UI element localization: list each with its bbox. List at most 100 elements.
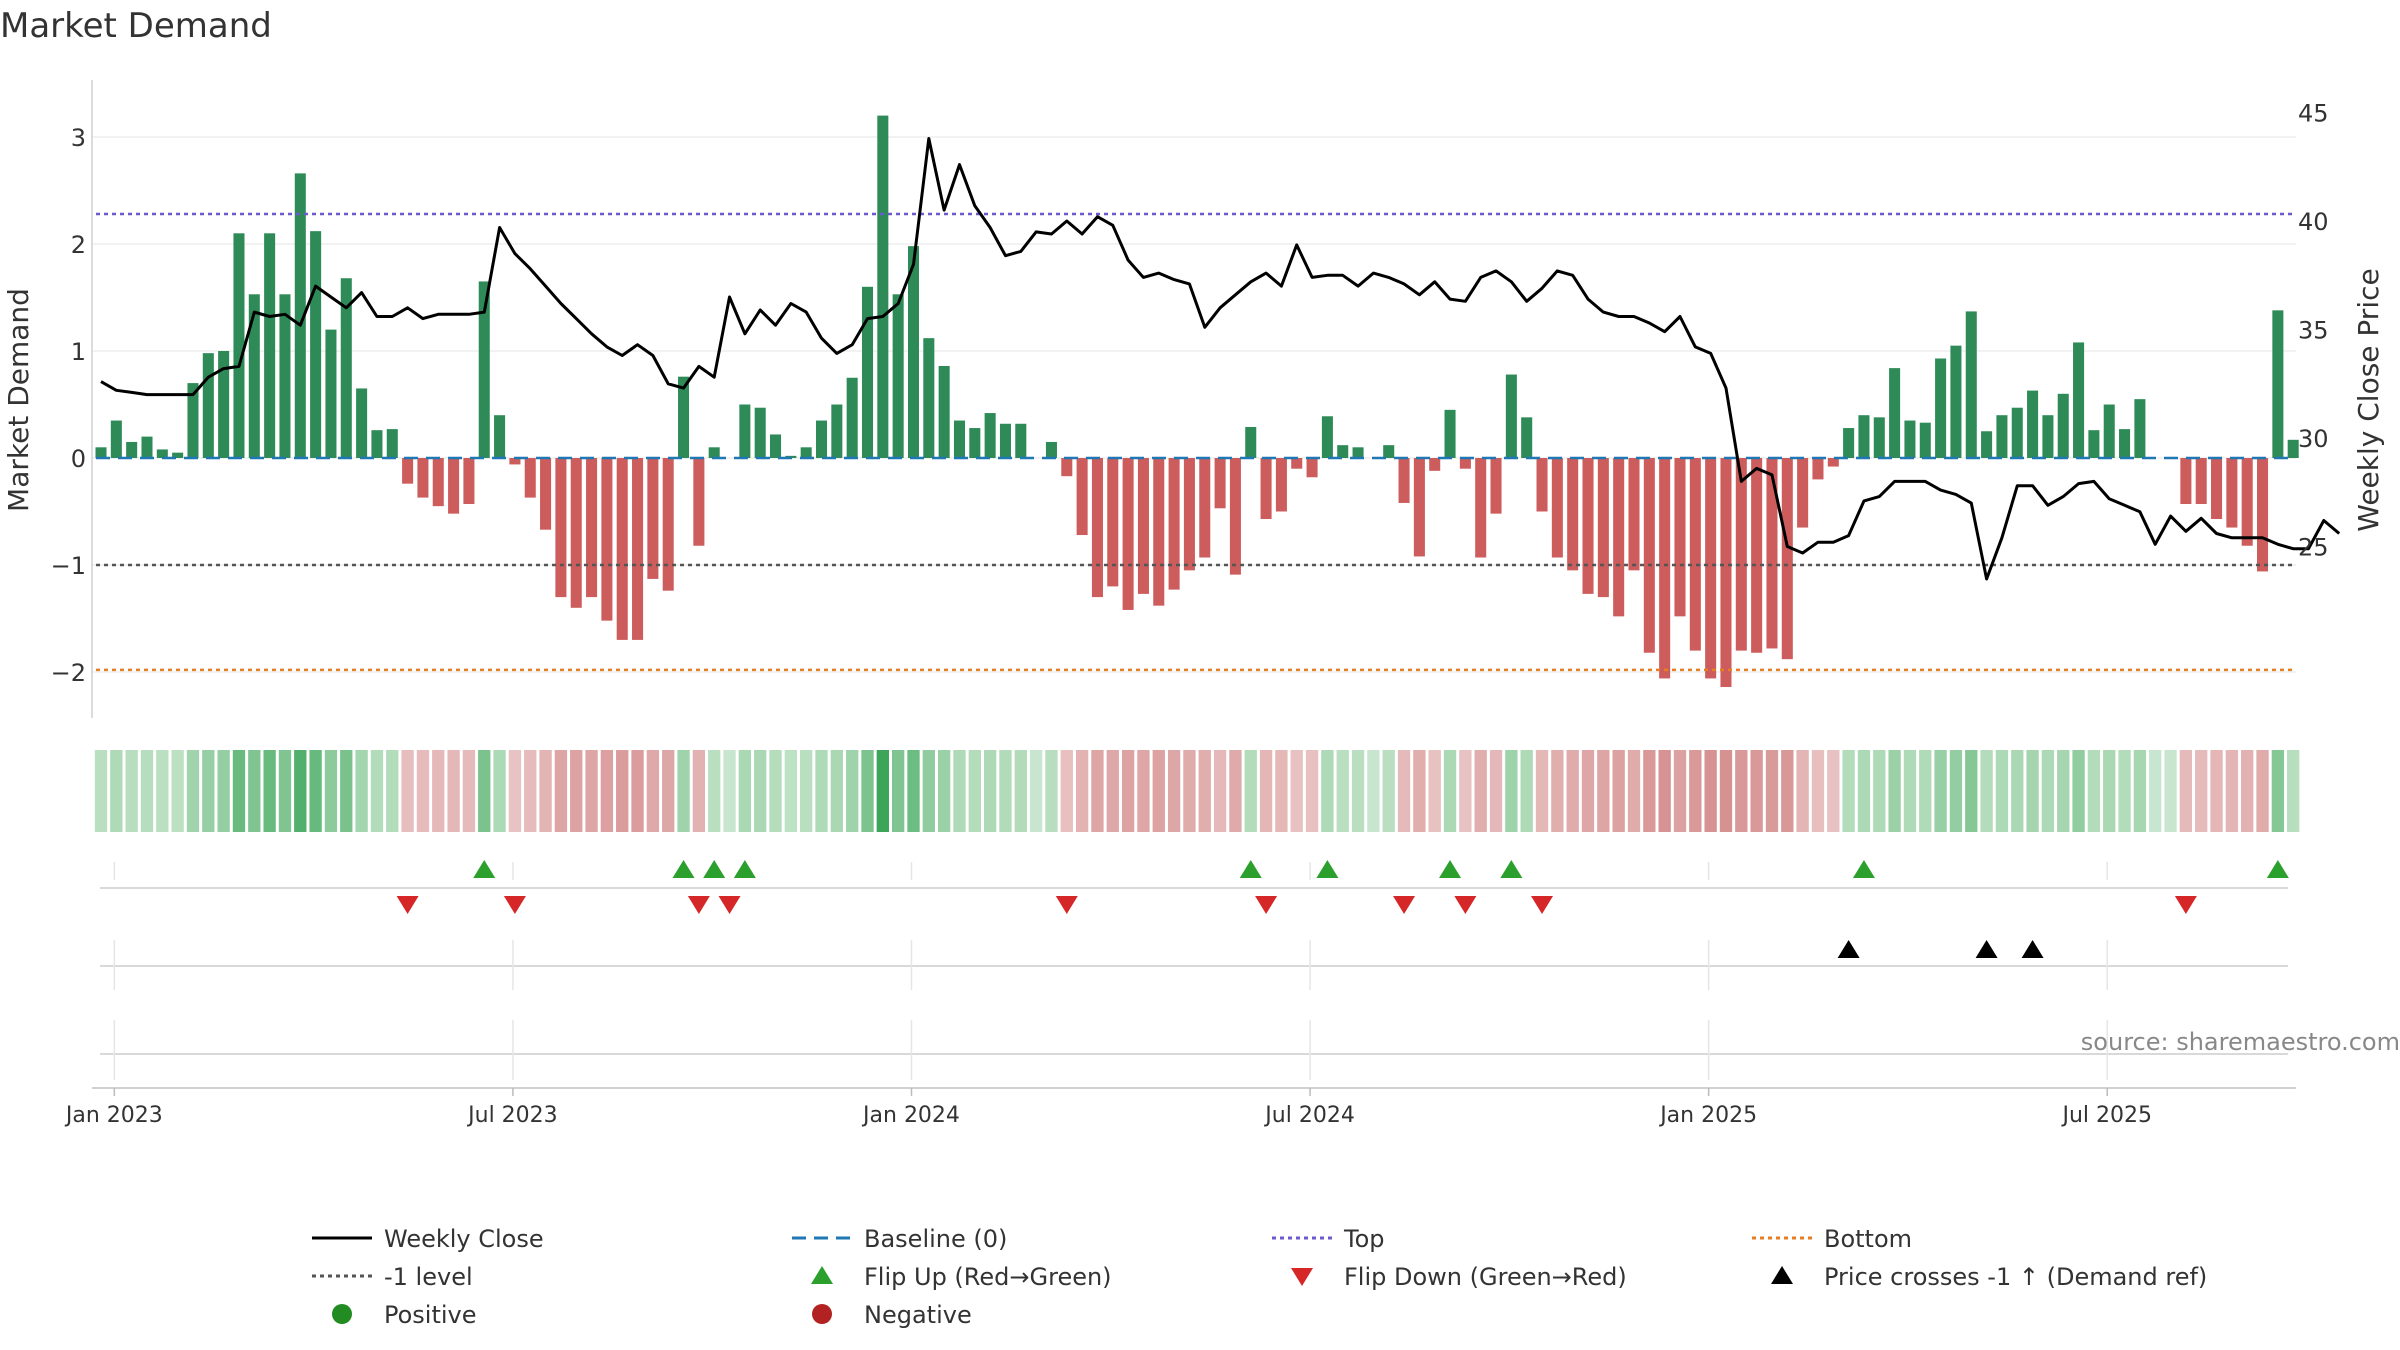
positive-bar [1858,415,1870,458]
heat-cell [1750,750,1763,832]
heat-cell [1551,750,1564,832]
heat-cell [1091,750,1104,832]
heat-cell [2011,750,2024,832]
flip-down-marker [1454,896,1477,914]
left-y-ticks: 3 2 1 0 −1 −2 [51,124,86,687]
negative-bar [1398,458,1410,503]
negative-bar [1797,458,1809,528]
positive-bar [126,441,138,458]
heat-cell [968,750,981,832]
heat-cell [1367,750,1380,832]
negative-bar [1659,458,1671,679]
legend-item: Bottom [1752,1225,1912,1253]
negative-bar [1168,458,1180,590]
heat-cell [524,750,537,832]
negative-bar [463,458,475,505]
positive-bar [187,383,199,458]
main-panel: 3 2 1 0 −1 −2 45 40 35 30 25 Market Demand Weekly… [2,80,2385,718]
heat-cell [1121,750,1135,832]
flip-down-marker [1055,896,1078,914]
negative-bar [2226,458,2238,528]
heat-cell [401,750,414,832]
positive-bar [2287,439,2299,458]
heat-cell [2241,750,2254,832]
legend-label: Negative [864,1301,972,1329]
heat-cell [1060,750,1073,832]
positive-bar [907,246,920,458]
heat-cell [2179,750,2193,832]
x-tick-label: Jan 2023 [64,1103,163,1128]
heat-cell [340,750,353,832]
legend-label: -1 level [384,1263,473,1291]
demand-heat-strip [94,750,2300,832]
heat-cell [2087,750,2101,832]
heat-cell [94,750,108,832]
heat-cell [937,750,951,832]
negative-bar [555,458,567,598]
flip-down-marker [2174,896,2197,914]
heat-cell [1505,750,1518,832]
heat-cell [508,750,522,832]
heat-cell [815,750,828,832]
price-cross-marker [1837,940,1860,958]
negative-bar [1183,458,1195,571]
positive-bar [2027,390,2039,458]
legend-label: Flip Up (Red→Green) [864,1263,1112,1291]
legend-dot [812,1304,832,1324]
positive-bar [678,376,690,458]
negative-bar [1567,458,1579,571]
negative-bar [1260,458,1272,519]
negative-bar [632,458,644,640]
legend-item: Flip Down (Green→Red) [1291,1263,1627,1291]
heat-cell [1183,750,1196,832]
negative-bar [1551,458,1563,558]
positive-bar [1950,345,1962,458]
heat-cell [370,750,384,832]
heat-cell [1275,750,1288,832]
heat-cell [493,750,506,832]
heat-cell [1627,750,1641,832]
heat-cell [1919,750,1932,832]
negative-bar [1781,458,1793,660]
positive-bar [938,365,950,458]
positive-bar [1045,441,1057,458]
flip-up-marker [1239,860,1262,878]
heat-cell [1719,750,1733,832]
heat-cell [876,750,889,832]
heat-cell [1459,750,1472,832]
heat-cell [2195,750,2208,832]
negative-bar [1413,458,1425,557]
heat-cell [171,750,184,832]
heat-cell [554,750,568,832]
heat-cell [662,750,675,832]
negative-bar [662,458,674,591]
right-tick-label: 45 [2298,100,2329,128]
heat-cell [110,750,123,832]
heat-cell [217,750,230,832]
positive-bar [1337,445,1349,458]
positive-bar [325,329,337,458]
heat-cell [1014,750,1027,832]
heat-cell [2164,750,2177,832]
positive-bar [371,430,383,458]
heat-cell [462,750,476,832]
negative-bar [1214,458,1226,509]
negative-bar [1582,458,1594,594]
x-axis-ticks: Jan 2023 Jul 2023 Jan 2024 Jul 2024 Jan 2025… [64,1088,2152,1128]
chart-title: Market Demand [0,6,272,46]
legend-item: Top [1272,1225,1385,1253]
heat-cell [769,750,782,832]
positive-bar [877,115,889,458]
negative-bar [1536,458,1548,512]
flip-up-marker [2266,860,2289,878]
heat-cell [861,750,874,832]
heat-cell [1428,750,1441,832]
x-gridlines [113,862,2108,1080]
legend-triangle-down [1291,1268,1313,1286]
heat-cell [186,750,200,832]
positive-bar [1904,420,1916,458]
heat-cell [784,750,798,832]
negative-bar [1137,458,1149,594]
legend-item: Flip Up (Red→Green) [811,1263,1112,1291]
negative-bar [1705,458,1717,679]
